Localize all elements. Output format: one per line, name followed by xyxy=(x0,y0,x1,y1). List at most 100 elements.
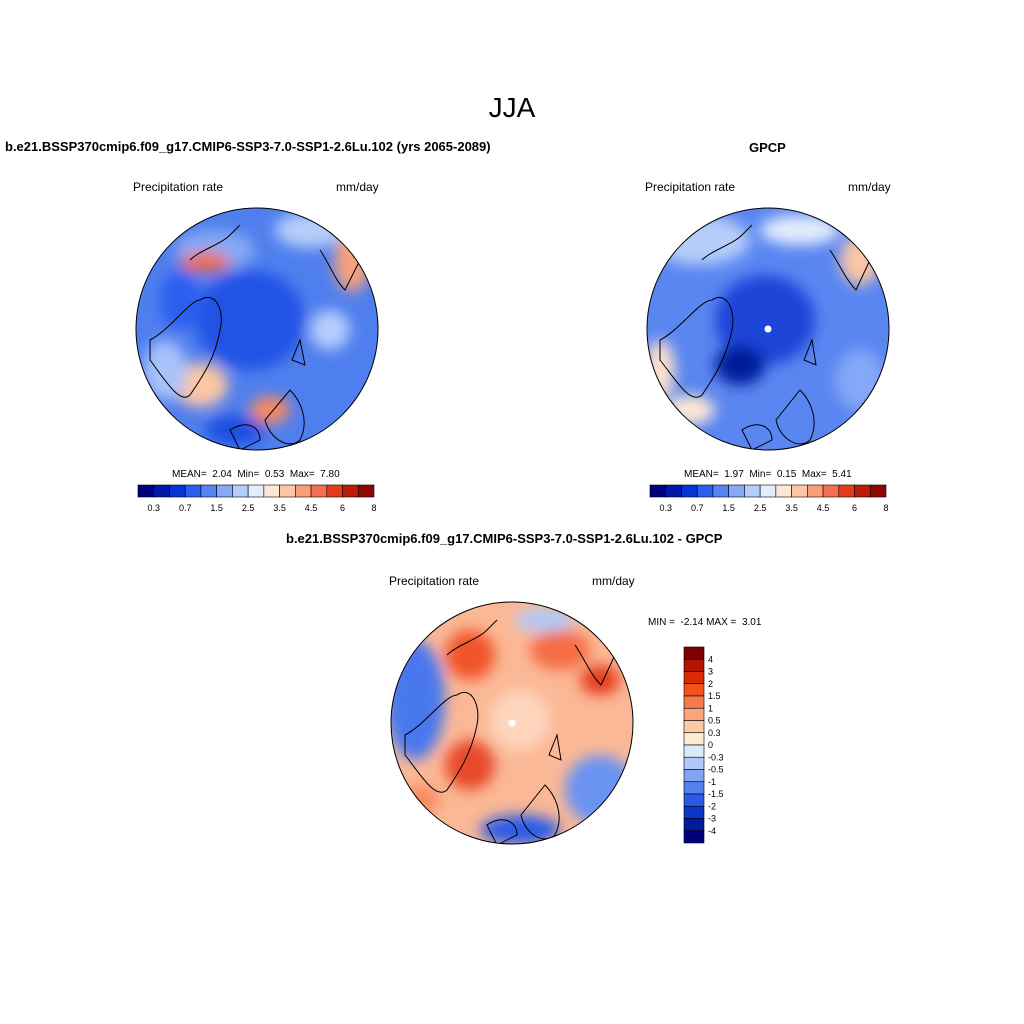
obs-colorbar-swatch xyxy=(822,484,840,498)
diff-minmax: MIN = -2.14 MAX = 3.01 xyxy=(648,617,761,628)
model-colorbar-swatch xyxy=(169,484,186,498)
diff-units-label: mm/day xyxy=(592,574,635,588)
model-max-label: Max= xyxy=(289,469,315,480)
model-min-value: 0.53 xyxy=(264,469,285,480)
diff-panel-title: b.e21.BSSP370cmip6.f09_g17.CMIP6-SSP3-7.… xyxy=(286,531,723,546)
obs-units-label: mm/day xyxy=(848,180,891,194)
obs-mean-value: 1.97 xyxy=(724,469,744,480)
diff-colorbar-swatch xyxy=(683,781,705,795)
obs-colorbar-tick-label: 6 xyxy=(852,503,857,513)
model-colorbar-swatch xyxy=(137,484,155,498)
model-colorbar-swatch xyxy=(326,484,343,498)
obs-colorbar-tick-label: 0.7 xyxy=(691,503,704,513)
obs-colorbar-swatch xyxy=(791,484,808,498)
diff-colorbar-tick-label: 1.5 xyxy=(708,691,721,701)
model-variable-label: Precipitation rate xyxy=(133,180,224,194)
season-title: JJA xyxy=(488,92,536,123)
obs-stats: MEAN= 1.97 Min= 0.15 Max= 5.41 xyxy=(684,469,852,480)
obs-colorbar-swatch xyxy=(759,484,777,498)
obs-colorbar-swatch xyxy=(728,484,745,498)
diff-colorbar-swatch xyxy=(683,830,705,844)
model-colorbar-tick-label: 4.5 xyxy=(305,503,318,513)
obs-colorbar-tick-label: 3.5 xyxy=(785,503,798,513)
model-mean-label: MEAN= xyxy=(172,469,207,480)
diff-colorbar-swatch xyxy=(683,695,705,709)
diff-colorbar-swatch xyxy=(683,818,705,832)
obs-colorbar-swatch xyxy=(712,484,729,498)
diff-colorbar-swatch xyxy=(683,646,705,660)
model-colorbar-tick-label: 0.7 xyxy=(179,503,192,513)
diff-max-label: MAX = xyxy=(706,617,737,628)
obs-colorbar-tick-label: 1.5 xyxy=(722,503,735,513)
diff-variable-label: Precipitation rate xyxy=(389,574,480,588)
obs-colorbar-swatch xyxy=(665,484,682,498)
diff-colorbar-swatch xyxy=(683,756,705,770)
diff-colorbar-swatch xyxy=(683,744,705,758)
diff-colorbar-swatch xyxy=(683,732,705,746)
model-colorbar-swatch xyxy=(342,484,359,498)
obs-panel-title: GPCP xyxy=(749,140,786,155)
diff-polar-map xyxy=(390,601,634,845)
diff-colorbar-tick-label: 3 xyxy=(708,667,713,677)
model-colorbar-tick-label: 2.5 xyxy=(242,503,255,513)
model-colorbar: 0.3 0.7 1.5 2.5 3.5 4.5 6 8 xyxy=(137,484,377,513)
diff-colorbar-swatch xyxy=(683,707,705,721)
model-colorbar-swatch xyxy=(357,484,375,498)
obs-colorbar-swatch xyxy=(838,484,855,498)
obs-colorbar-tick-label: 4.5 xyxy=(817,503,830,513)
model-units-label: mm/day xyxy=(336,180,379,194)
obs-min-value: 0.15 xyxy=(776,469,797,480)
model-colorbar-swatch xyxy=(153,484,170,498)
diff-colorbar-tick-label: -1 xyxy=(708,777,716,787)
model-colorbar-tick-label: 1.5 xyxy=(210,503,223,513)
diff-colorbar-swatch xyxy=(683,683,705,697)
obs-colorbar-swatch xyxy=(854,484,871,498)
model-stats: MEAN= 2.04 Min= 0.53 Max= 7.80 xyxy=(172,469,340,480)
diff-colorbar-tick-label: -2 xyxy=(708,801,716,811)
diff-colorbar-tick-label: 0.3 xyxy=(708,728,721,738)
diff-colorbar-swatch xyxy=(683,805,705,819)
model-polar-map xyxy=(135,207,379,451)
obs-colorbar-tick-label: 8 xyxy=(883,503,888,513)
model-colorbar-swatch xyxy=(263,484,280,498)
model-colorbar-tick-label: 8 xyxy=(371,503,376,513)
diff-colorbar-tick-label: 1 xyxy=(708,703,713,713)
diff-colorbar-swatch xyxy=(683,658,705,672)
model-colorbar-swatch xyxy=(200,484,217,498)
obs-variable-label: Precipitation rate xyxy=(645,180,736,194)
model-colorbar-swatch xyxy=(184,484,202,498)
model-colorbar-tick-label: 6 xyxy=(340,503,345,513)
obs-colorbar-tick-label: 2.5 xyxy=(754,503,767,513)
model-colorbar-tick-label: 3.5 xyxy=(273,503,286,513)
obs-min-label: Min= xyxy=(749,469,772,480)
diff-max-value: 3.01 xyxy=(741,617,762,628)
obs-colorbar-swatch xyxy=(649,484,667,498)
diff-colorbar-tick-label: 0.5 xyxy=(708,716,721,726)
obs-colorbar-swatch xyxy=(696,484,714,498)
model-colorbar-tick-label: 0.3 xyxy=(147,503,160,513)
diff-colorbar-tick-label: -1.5 xyxy=(708,789,724,799)
diff-min-label: MIN = xyxy=(648,617,675,628)
model-colorbar-swatch xyxy=(310,484,328,498)
diff-colorbar-tick-label: -3 xyxy=(708,814,716,824)
model-colorbar-swatch xyxy=(232,484,249,498)
model-colorbar-swatch xyxy=(295,484,312,498)
diff-colorbar-swatch xyxy=(683,793,705,807)
diff-colorbar: 4 3 2 1.5 1 0.5 0.3 0 -0.3 -0.5 -1 -1.5 -2 -3 -4 xyxy=(683,646,724,844)
obs-max-label: Max= xyxy=(801,469,827,480)
obs-max-value: 5.41 xyxy=(832,469,852,480)
model-colorbar-swatch xyxy=(279,484,296,498)
obs-colorbar-swatch xyxy=(775,484,792,498)
diff-colorbar-tick-label: -0.5 xyxy=(708,765,724,775)
diff-colorbar-swatch xyxy=(683,720,705,734)
obs-colorbar-swatch xyxy=(807,484,824,498)
model-mean-value: 2.04 xyxy=(212,469,232,480)
obs-colorbar-swatch xyxy=(744,484,761,498)
diff-colorbar-tick-label: 4 xyxy=(708,654,713,664)
obs-colorbar-tick-label: 0.3 xyxy=(659,503,672,513)
model-panel-title: b.e21.BSSP370cmip6.f09_g17.CMIP6-SSP3-7.… xyxy=(5,139,491,154)
model-max-value: 7.80 xyxy=(320,469,340,480)
model-colorbar-swatch xyxy=(247,484,265,498)
diff-colorbar-tick-label: 0 xyxy=(708,740,713,750)
